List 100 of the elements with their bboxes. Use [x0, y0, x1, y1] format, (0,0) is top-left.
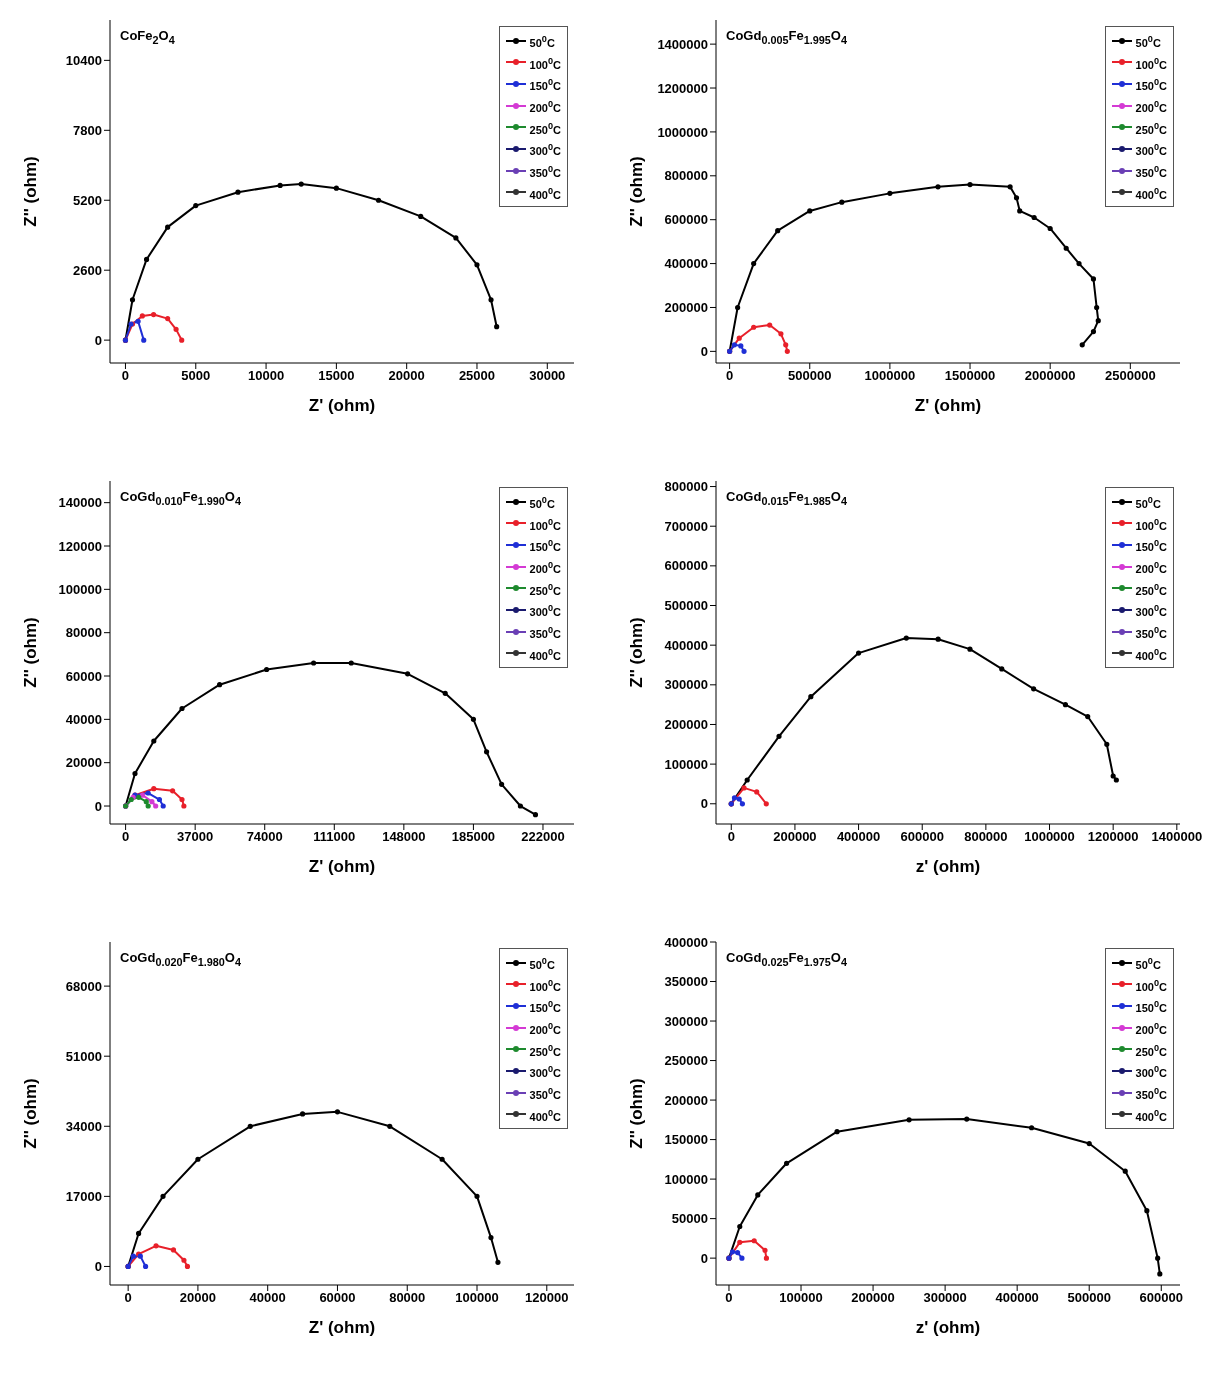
legend-label: 250$^{0}$C [529, 580, 561, 599]
text: CoGd$_{0.020}$Fe$_{1.980}$O$_{4}$ [120, 950, 241, 968]
x-tick-label: 1000000 [864, 368, 916, 384]
y-tick-label: 51000 [65, 1048, 102, 1064]
x-tick-label: 20000 [388, 368, 425, 384]
legend-label: 150$^{0}$C [1135, 76, 1167, 94]
legend-label: 350$^{0}$C [529, 162, 561, 181]
y-tick-label: 50000 [671, 1211, 708, 1227]
text: CoGd$_{0.015}$Fe$_{1.985}$O$_{4}$ [726, 489, 847, 507]
x-axis-title: Z' (ohm) [308, 857, 376, 876]
x-tick-label: 25000 [458, 368, 496, 384]
legend-label: 200$^{0}$C [529, 97, 561, 116]
y-axis-title: Z'' (ohm) [627, 156, 647, 227]
y-axis-title: Z'' (ohm) [21, 617, 41, 688]
x-tick-label: 600000 [900, 829, 944, 845]
x-tick-label: 100000 [779, 1290, 823, 1306]
x-tick-label: 5000 [181, 368, 211, 384]
legend-label: 50$^{0}$C [1135, 494, 1161, 512]
legend-label: 100$^{0}$C [529, 976, 561, 995]
y-tick-label: 7800 [73, 122, 102, 138]
legend-label: 100$^{0}$C [1135, 515, 1167, 534]
x-tick-label: 30000 [529, 368, 566, 384]
legend-label: 250$^{0}$C [529, 1041, 561, 1060]
y-axis-title: Z'' (ohm) [21, 156, 41, 227]
x-tick-label: 400000 [995, 1290, 1039, 1306]
y-tick-label: 400000 [664, 637, 708, 653]
y-tick-label: 2600 [73, 262, 102, 278]
legend-label: 400$^{0}$C [1135, 184, 1167, 203]
x-tick-label: 10000 [247, 368, 285, 384]
legend-label: 250$^{0}$C [1135, 580, 1167, 599]
x-tick-label: 500000 [1067, 1290, 1111, 1306]
y-tick-label: 100000 [664, 756, 708, 772]
y-tick-label: 300000 [664, 1013, 708, 1029]
y-tick-label: 140000 [58, 495, 102, 511]
x-axis-title: z' (ohm) [915, 857, 981, 876]
x-tick-label: 2500000 [1105, 368, 1156, 384]
x-tick-label: 800000 [964, 829, 1008, 845]
legend-label: 350$^{0}$C [529, 623, 561, 642]
y-axis-title: Z'' (ohm) [627, 1078, 647, 1149]
legend-label: 300$^{0}$C [1135, 141, 1167, 159]
x-tick-label: 120000 [525, 1290, 569, 1306]
y-tick-label: 40000 [65, 711, 102, 727]
x-tick-label: 0 [725, 1290, 733, 1306]
y-tick-label: 60000 [65, 668, 102, 684]
x-tick-label: 0 [121, 368, 130, 384]
y-tick-label: 0 [700, 1250, 708, 1266]
legend-label: 100$^{0}$C [529, 515, 561, 534]
legend-label: 250$^{0}$C [1135, 119, 1167, 138]
legend-label: 50$^{0}$C [529, 494, 555, 512]
legend-label: 100$^{0}$C [529, 54, 561, 73]
x-axis-title: z' (ohm) [915, 1318, 981, 1337]
legend-label: 400$^{0}$C [1135, 645, 1167, 664]
y-tick-label: 200000 [664, 1092, 708, 1108]
y-tick-label: 600000 [664, 212, 708, 228]
x-axis-title: Z' (ohm) [308, 1318, 376, 1337]
legend-label: 100$^{0}$C [1135, 54, 1167, 73]
text: CoGd$_{0.010}$Fe$_{1.990}$O$_{4}$ [120, 489, 241, 507]
x-tick-label: 0 [124, 1290, 132, 1306]
x-tick-label: 200000 [773, 829, 817, 845]
y-tick-label: 120000 [58, 538, 102, 554]
y-tick-label: 34000 [65, 1118, 102, 1134]
x-tick-label: 0 [727, 829, 735, 845]
y-tick-label: 68000 [65, 978, 102, 994]
x-tick-label: 20000 [179, 1290, 216, 1306]
y-tick-label: 700000 [664, 518, 708, 534]
legend-label: 350$^{0}$C [1135, 162, 1167, 181]
legend-label: 400$^{0}$C [529, 184, 561, 203]
x-tick-label: 148000 [382, 829, 426, 845]
y-tick-label: 0 [700, 343, 708, 359]
legend-label: 350$^{0}$C [529, 1084, 561, 1103]
legend-label: 300$^{0}$C [1135, 602, 1167, 620]
y-tick-label: 17000 [65, 1188, 102, 1204]
y-tick-label: 80000 [65, 625, 102, 641]
x-tick-label: 1200000 [1087, 829, 1139, 845]
y-tick-label: 500000 [664, 598, 708, 614]
x-tick-label: 74000 [246, 829, 283, 845]
x-tick-label: 185000 [451, 829, 496, 845]
y-tick-label: 400000 [664, 934, 708, 950]
y-axis-title: Z'' (ohm) [627, 617, 647, 688]
legend-label: 300$^{0}$C [1135, 1063, 1167, 1081]
x-tick-label: 111000 [313, 829, 356, 845]
x-tick-label: 600000 [1139, 1290, 1183, 1306]
x-tick-label: 0 [726, 368, 734, 384]
legend-label: 250$^{0}$C [529, 119, 561, 138]
legend-label: 150$^{0}$C [529, 537, 561, 555]
y-tick-label: 800000 [664, 479, 708, 495]
legend-label: 300$^{0}$C [529, 1063, 561, 1081]
y-axis-title: Z'' (ohm) [21, 1078, 41, 1149]
legend-label: 350$^{0}$C [1135, 623, 1167, 642]
text: CoFe$_{2}$O$_{4}$ [120, 28, 175, 46]
x-tick-label: 60000 [319, 1290, 356, 1306]
y-tick-label: 20000 [65, 755, 102, 771]
x-tick-label: 1400000 [1151, 829, 1203, 845]
legend-label: 400$^{0}$C [529, 645, 561, 664]
legend-label: 300$^{0}$C [529, 141, 561, 159]
legend-label: 250$^{0}$C [1135, 1041, 1167, 1060]
x-tick-label: 300000 [923, 1290, 967, 1306]
legend-label: 50$^{0}$C [529, 955, 555, 973]
y-tick-label: 350000 [664, 974, 708, 990]
x-axis-title: Z' (ohm) [914, 396, 982, 415]
